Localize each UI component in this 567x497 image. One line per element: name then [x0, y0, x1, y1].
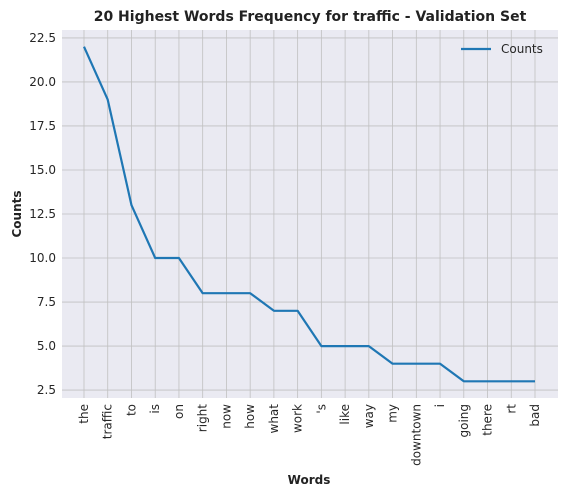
- x-tick-label: 's: [314, 404, 328, 414]
- y-tick-label: 7.5: [37, 295, 56, 309]
- x-tick-label: there: [481, 404, 495, 436]
- x-tick-label: now: [219, 404, 233, 429]
- x-tick-label: i: [433, 404, 447, 407]
- legend: Counts: [461, 42, 543, 56]
- x-tick-label: is: [148, 404, 162, 414]
- legend-label: Counts: [501, 42, 543, 56]
- x-axis-label: Words: [288, 473, 331, 487]
- x-tick-label: traffic: [101, 404, 115, 439]
- x-tick-label: way: [362, 404, 376, 428]
- y-tick-labels: 2.5 5.0 7.5 10.0 12.5 15.0 17.5 20.0 22.5: [29, 31, 56, 397]
- y-axis-label: Counts: [10, 190, 24, 237]
- grid-lines: [62, 30, 558, 398]
- y-tick-label: 5.0: [37, 339, 56, 353]
- x-tick-label: going: [457, 404, 471, 438]
- y-tick-label: 17.5: [29, 119, 56, 133]
- x-tick-label: right: [196, 404, 210, 432]
- x-tick-label: how: [243, 404, 257, 429]
- x-tick-labels: the traffic to is on right now how what work 's lik…: [77, 404, 542, 466]
- y-tick-label: 22.5: [29, 31, 56, 45]
- chart-title: 20 Highest Words Frequency for traffic -…: [94, 9, 527, 25]
- x-tick-label: bad: [528, 404, 542, 427]
- series-line-counts: [82, 46, 535, 383]
- x-tick-label: what: [267, 404, 281, 434]
- x-tick-label: to: [124, 404, 138, 416]
- x-tick-label: rt: [504, 404, 518, 414]
- y-tick-label: 10.0: [29, 251, 56, 265]
- x-tick-label: like: [338, 404, 352, 425]
- y-tick-label: 20.0: [29, 75, 56, 89]
- x-tick-label: on: [172, 404, 186, 419]
- y-tick-label: 15.0: [29, 163, 56, 177]
- x-tick-label: work: [291, 404, 305, 433]
- x-tick-label: the: [77, 404, 91, 424]
- x-tick-label: downtown: [409, 404, 423, 466]
- y-tick-label: 12.5: [29, 207, 56, 221]
- y-tick-label: 2.5: [37, 383, 56, 397]
- x-tick-label: my: [386, 404, 400, 423]
